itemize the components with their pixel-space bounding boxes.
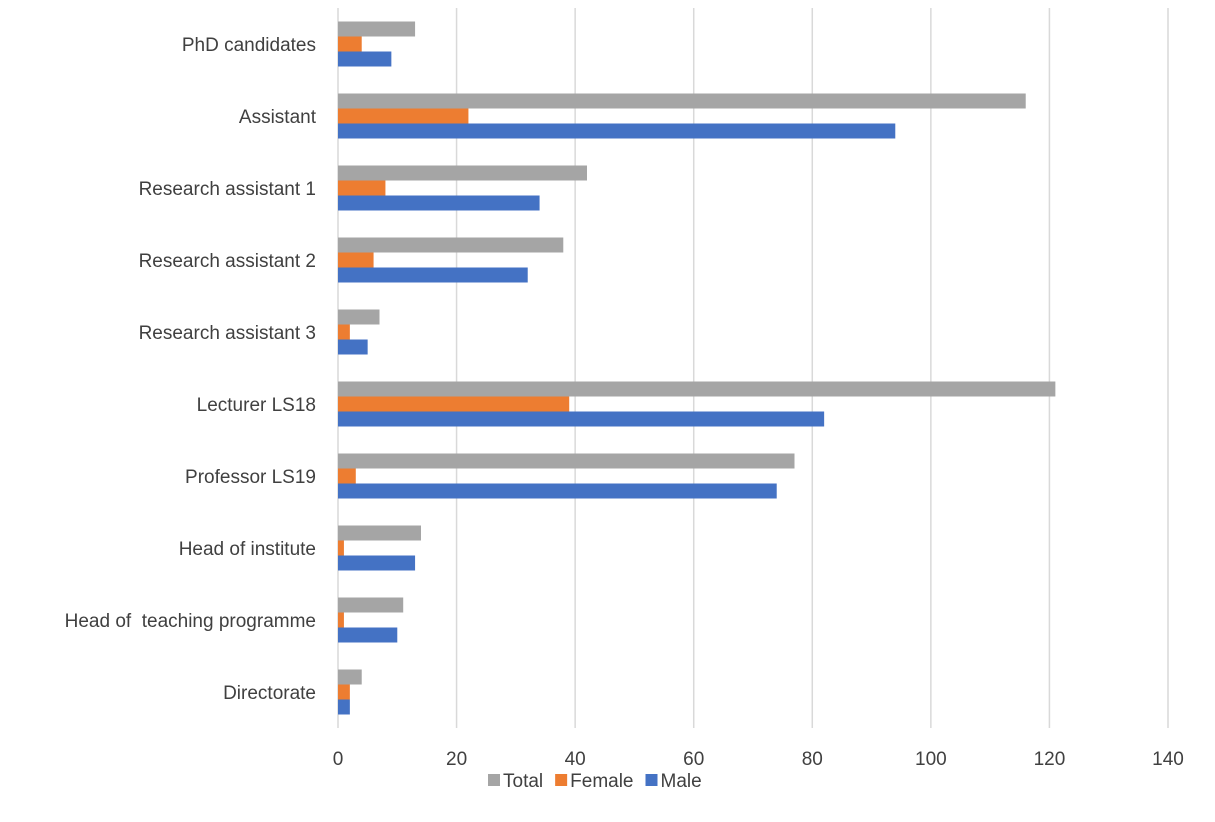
category-label: Research assistant 1: [139, 179, 316, 200]
category-label: Head of teaching programme: [65, 611, 316, 632]
bar-male: [338, 411, 825, 427]
bar-male: [338, 339, 368, 355]
bar-male: [338, 555, 416, 571]
legend-label-female: Female: [570, 771, 633, 792]
bar-male: [338, 267, 528, 283]
bar-male: [338, 627, 398, 643]
category-label: Assistant: [239, 107, 317, 128]
bar-female: [338, 180, 386, 196]
x-tick-label: 100: [915, 749, 947, 770]
category-label: Head of institute: [179, 539, 316, 560]
category-label: Directorate: [223, 683, 316, 704]
bar-total: [338, 453, 795, 469]
bars: [338, 21, 1056, 715]
x-tick-label: 20: [446, 749, 467, 770]
legend-label-male: Male: [661, 771, 702, 792]
x-tick-label: 0: [333, 749, 344, 770]
bar-male: [338, 483, 777, 499]
bar-total: [338, 669, 362, 685]
bar-female: [338, 36, 362, 52]
bar-male: [338, 51, 392, 67]
legend-swatch-female: [555, 774, 568, 786]
bar-female: [338, 540, 344, 556]
category-label: PhD candidates: [182, 35, 316, 56]
bar-male: [338, 123, 896, 139]
legend-swatch-male: [645, 774, 658, 786]
bar-total: [338, 381, 1056, 397]
bar-female: [338, 252, 374, 268]
bar-female: [338, 468, 356, 484]
x-tick-label: 140: [1152, 749, 1184, 770]
category-label: Professor LS19: [185, 467, 316, 488]
bar-male: [338, 195, 540, 211]
bar-total: [338, 21, 416, 37]
legend: Total Female Male: [488, 771, 702, 792]
x-tick-label: 40: [565, 749, 586, 770]
x-tick-label: 120: [1034, 749, 1066, 770]
legend-swatch-total: [488, 774, 500, 786]
bar-total: [338, 597, 404, 613]
bar-female: [338, 324, 350, 340]
category-label: Research assistant 3: [139, 323, 316, 344]
bar-total: [338, 165, 587, 181]
bar-total: [338, 237, 564, 253]
x-axis-tick-labels: 0 20 40 60 80 100 120 140: [333, 749, 1184, 770]
bar-female: [338, 684, 350, 700]
x-tick-label: 80: [802, 749, 823, 770]
x-tick-label: 60: [683, 749, 704, 770]
bar-female: [338, 108, 469, 124]
bar-total: [338, 309, 380, 325]
bar-female: [338, 612, 344, 628]
bar-female: [338, 396, 570, 412]
bar-male: [338, 699, 350, 715]
category-labels: PhD candidates Assistant Research assistan…: [65, 35, 317, 704]
bar-total: [338, 525, 421, 541]
category-label: Lecturer LS18: [197, 395, 316, 416]
legend-label-total: Total: [503, 771, 543, 792]
bar-total: [338, 93, 1026, 109]
category-label: Research assistant 2: [139, 251, 316, 272]
